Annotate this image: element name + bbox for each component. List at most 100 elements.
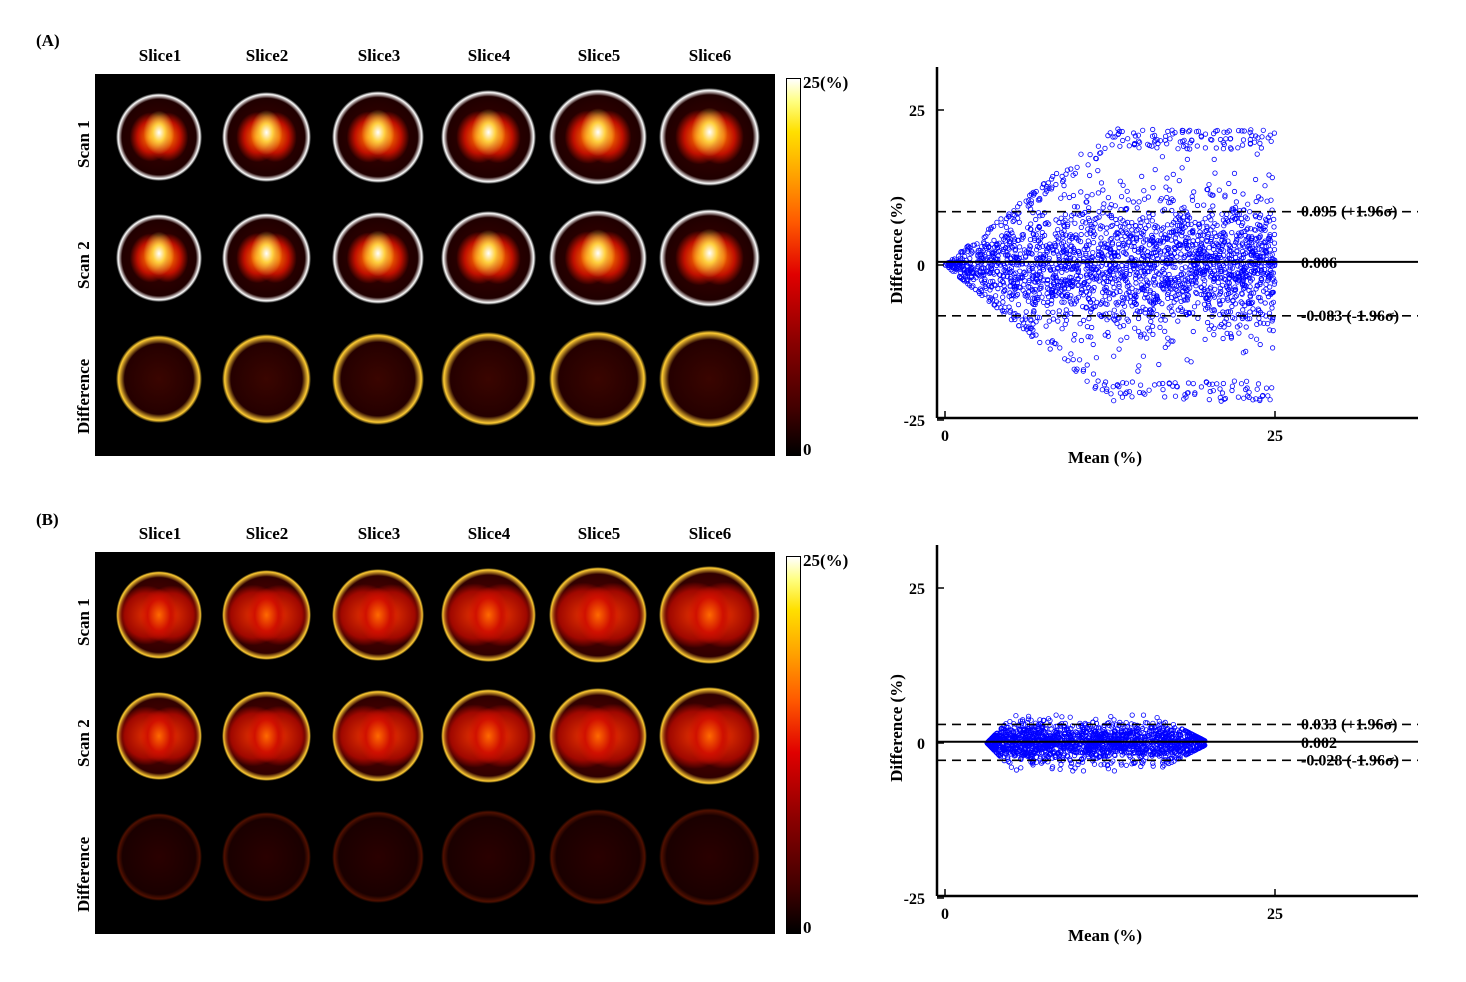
data-point (1167, 229, 1173, 235)
data-point (1123, 245, 1129, 251)
data-point (1191, 304, 1198, 310)
data-point (1008, 293, 1014, 299)
data-point (999, 734, 1006, 740)
data-point (1240, 137, 1247, 143)
data-point (1020, 232, 1026, 238)
data-point (1154, 295, 1160, 301)
data-point (1158, 733, 1165, 739)
data-point (1258, 247, 1264, 253)
data-point (1113, 265, 1119, 271)
data-point (1077, 212, 1083, 218)
data-point (1162, 133, 1169, 139)
data-point (1105, 195, 1111, 201)
data-point (1178, 298, 1184, 304)
data-point (1160, 764, 1166, 770)
data-point (1029, 286, 1035, 292)
data-point (1222, 319, 1228, 325)
data-point (1184, 291, 1190, 297)
data-point (1037, 213, 1043, 219)
data-point (1145, 282, 1151, 288)
data-point (1269, 277, 1276, 283)
data-point (1203, 295, 1209, 301)
data-point (961, 264, 967, 270)
data-point (1271, 224, 1277, 230)
data-point (1017, 285, 1023, 291)
panel-label: (B) (36, 510, 59, 529)
data-point (1217, 290, 1223, 296)
data-point (1095, 255, 1101, 261)
data-point (1214, 222, 1220, 228)
data-point (1185, 214, 1191, 220)
data-point (1099, 253, 1105, 260)
data-point (1193, 747, 1199, 753)
data-point (1245, 316, 1251, 322)
data-point (1134, 270, 1141, 276)
y-tick-label: 25 (909, 103, 925, 120)
data-point (1063, 171, 1069, 177)
data-point (1176, 733, 1182, 739)
data-point (1251, 310, 1258, 316)
data-point (1184, 156, 1190, 163)
data-point (986, 298, 992, 304)
data-point (1222, 194, 1228, 200)
data-point (1091, 240, 1097, 246)
data-point (998, 216, 1004, 222)
data-point (1253, 286, 1259, 292)
data-point (1241, 128, 1247, 134)
data-point (965, 243, 971, 249)
data-point (1257, 281, 1263, 288)
data-point (1213, 128, 1219, 134)
data-point (1058, 761, 1064, 768)
data-point (1162, 344, 1168, 350)
data-point (1085, 333, 1091, 340)
data-point (1135, 729, 1141, 735)
data-point (1247, 209, 1253, 215)
brain-slice-image (221, 691, 311, 781)
data-point (1188, 137, 1195, 143)
data-point (993, 282, 999, 288)
data-point (1142, 391, 1148, 397)
data-point (1255, 381, 1262, 387)
data-point (1188, 731, 1194, 737)
data-point (1232, 254, 1239, 260)
panel-label: (A) (36, 31, 60, 50)
data-point (1110, 134, 1116, 140)
data-point (1219, 390, 1226, 396)
data-point (1168, 728, 1175, 734)
data-point (1214, 381, 1220, 387)
upper-line-label: 0.095 (+1.96σ) (1301, 204, 1397, 221)
data-point (1191, 189, 1197, 195)
data-point (1032, 750, 1038, 756)
data-point (990, 251, 996, 257)
data-point (1048, 267, 1054, 273)
data-point (1033, 319, 1039, 325)
data-point (1106, 296, 1112, 302)
data-point (1127, 299, 1134, 305)
colorbar (786, 78, 801, 456)
data-point (976, 272, 982, 278)
data-point (1049, 176, 1055, 182)
data-point (1071, 749, 1077, 755)
data-point (1250, 397, 1256, 403)
data-point (1116, 346, 1122, 352)
data-point (1152, 728, 1158, 734)
data-point (1133, 728, 1139, 734)
data-point (1174, 240, 1180, 246)
data-point (1209, 381, 1215, 387)
data-point (1185, 235, 1191, 241)
data-point (1126, 288, 1132, 294)
data-point (1211, 276, 1217, 282)
data-point (1264, 320, 1271, 327)
data-point (1088, 334, 1094, 340)
data-point (1061, 177, 1067, 183)
data-point (1037, 240, 1043, 246)
data-point (1147, 288, 1153, 294)
data-point (1061, 299, 1067, 305)
data-point (1068, 351, 1074, 357)
data-point (1208, 234, 1214, 240)
data-point (1175, 146, 1181, 152)
data-point (1143, 747, 1150, 753)
data-point (1072, 331, 1078, 338)
data-point (1150, 763, 1156, 769)
data-point (995, 253, 1001, 259)
